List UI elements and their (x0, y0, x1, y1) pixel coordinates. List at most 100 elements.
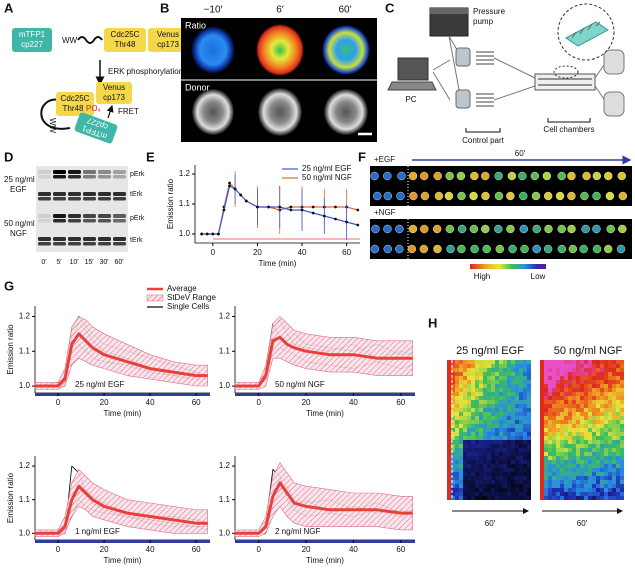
heatmap-cell (515, 416, 519, 420)
heatmap-cell (495, 396, 499, 400)
blot-band (68, 214, 81, 218)
heatmap-cell (564, 468, 568, 472)
y-tick-label: 1.0 (219, 381, 231, 390)
heatmap-cell (616, 472, 620, 476)
heatmap-cell (515, 476, 519, 480)
heatmap-cell (600, 440, 604, 444)
heatmap-cell (540, 368, 544, 372)
heatmap-cell (564, 396, 568, 400)
heatmap-cell (491, 476, 495, 480)
heatmap-cell (519, 404, 523, 408)
heatmap-cell (499, 444, 503, 448)
heatmap-cell (495, 436, 499, 440)
legend-label: Average (167, 284, 197, 293)
heatmap-cell (447, 364, 451, 368)
heatmap-cell (620, 460, 624, 464)
stimulus-label: +NGF (374, 208, 396, 217)
heatmap-cell (588, 492, 592, 496)
heatmap-cell (616, 492, 620, 496)
heatmap-cell (451, 480, 455, 484)
heatmap-cell (612, 424, 616, 428)
heatmap-cell (568, 436, 572, 440)
point (217, 232, 220, 236)
heatmap-cell (451, 388, 455, 392)
heatmap-cell (527, 388, 531, 392)
heatmap-cell (447, 492, 451, 496)
heatmap-cell (544, 496, 548, 500)
heatmap-cell (540, 492, 544, 496)
cell (481, 171, 490, 181)
heatmap-cell (612, 440, 616, 444)
heatmap-cell (483, 424, 487, 428)
heatmap-cell (523, 388, 527, 392)
heatmap-cell (503, 408, 507, 412)
heatmap-cell (556, 460, 560, 464)
heatmap-cell (584, 452, 588, 456)
heatmap-cell (608, 424, 612, 428)
heatmap-cell (580, 480, 584, 484)
panel-label: B (160, 0, 169, 15)
heatmap-cell (511, 380, 515, 384)
heatmap-cell (572, 380, 576, 384)
heatmap-cell (584, 480, 588, 484)
heatmap-cell (600, 420, 604, 424)
heatmap-cell (616, 364, 620, 368)
heatmap-cell (576, 476, 580, 480)
heatmap-cell (503, 496, 507, 500)
heatmap-cell (564, 496, 568, 500)
heatmap-cell (451, 472, 455, 476)
heatmap-cell (471, 388, 475, 392)
point (311, 211, 315, 215)
heatmap-cell (564, 472, 568, 476)
heatmap-cell (467, 424, 471, 428)
heatmap-cell (540, 480, 544, 484)
cell (604, 244, 613, 254)
heatmap-cell (511, 464, 515, 468)
heatmap-cell (451, 372, 455, 376)
heatmap-cell (455, 464, 459, 468)
heatmap-cell (548, 372, 552, 376)
heatmap-cell (511, 484, 515, 488)
heatmap-cell (612, 460, 616, 464)
y-axis-label: Emission ratio (6, 324, 15, 375)
heatmap-cell (467, 380, 471, 384)
heatmap-cell (483, 452, 487, 456)
heatmap-cell (560, 428, 564, 432)
heatmap-cell (519, 368, 523, 372)
heatmap-cell (612, 388, 616, 392)
x-axis-label: Time (min) (104, 556, 142, 565)
heatmap-cell (596, 408, 600, 412)
heatmap-cell (556, 376, 560, 380)
heatmap-cell (519, 428, 523, 432)
heatmap-cell (491, 448, 495, 452)
heatmap-cell (544, 468, 548, 472)
heatmap-cell (616, 432, 620, 436)
heatmap-cell (552, 460, 556, 464)
heatmap-cell (552, 448, 556, 452)
heatmap-cell (491, 480, 495, 484)
heatmap-cell (556, 440, 560, 444)
heatmap-cell (451, 412, 455, 416)
heatmap-cell (596, 472, 600, 476)
heatmap-cell (540, 424, 544, 428)
heatmap-cell (592, 464, 596, 468)
heatmap-cell (572, 432, 576, 436)
heatmap-cell (487, 480, 491, 484)
heatmap-cell (620, 428, 624, 432)
lane-label: 0′ (41, 259, 47, 266)
heatmap-cell (487, 424, 491, 428)
heatmap-cell (507, 464, 511, 468)
heatmap-cell (552, 396, 556, 400)
heatmap-cell (600, 464, 604, 468)
heatmap-cell (471, 468, 475, 472)
heatmap-cell (596, 404, 600, 408)
heatmap-cell (515, 440, 519, 444)
heatmap-cell (487, 444, 491, 448)
heatmap-cell (584, 432, 588, 436)
y-tick-label: 1.0 (179, 229, 191, 238)
heatmap-cell (568, 492, 572, 496)
heatmap-cell (612, 428, 616, 432)
blot-band (53, 242, 66, 246)
blot-band (98, 214, 111, 218)
heatmap-cell (620, 420, 624, 424)
